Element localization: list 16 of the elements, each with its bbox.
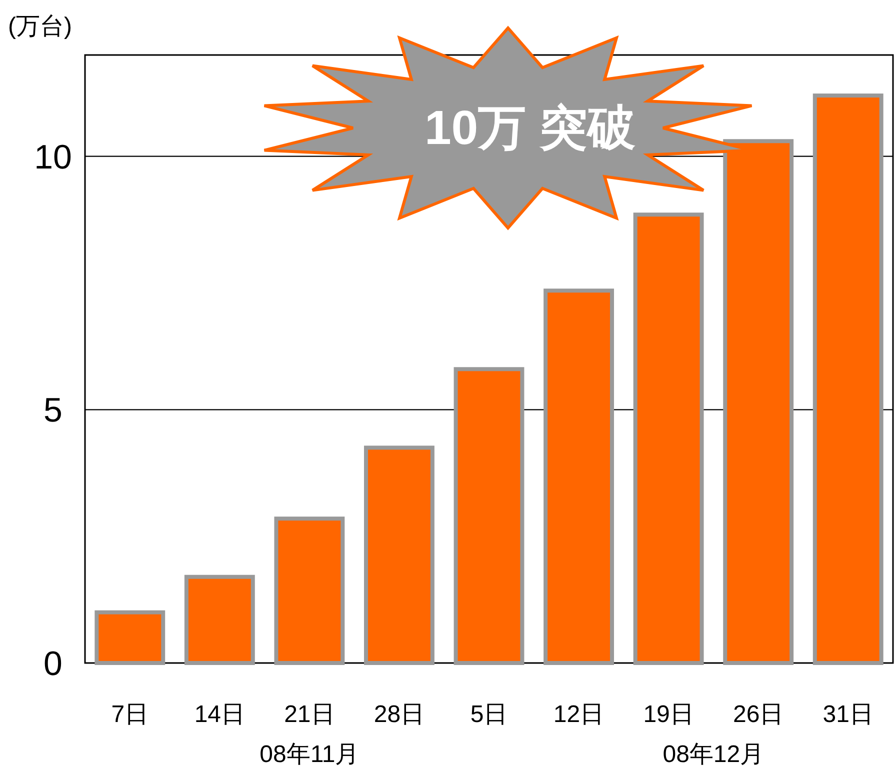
y-tick-label: 10 (34, 138, 72, 176)
x-tick-label: 28日 (374, 701, 425, 728)
y-axis-title: (万台) (8, 13, 72, 40)
x-tick-label: 26日 (732, 701, 784, 728)
x-tick-label: 14日 (194, 701, 246, 728)
text: 08年11月 (260, 741, 360, 768)
annotation: 10万 突破 (424, 102, 636, 155)
y-tick-label: 0 (44, 645, 62, 683)
x-tick-label: 21日 (284, 701, 335, 728)
x-tick-label: 7日 (111, 701, 149, 728)
x-tick-label: 12日 (553, 701, 604, 728)
x-tick-label: 5日 (470, 701, 508, 728)
text: 08年12月 (662, 741, 764, 768)
x-tick-label: 19日 (643, 701, 694, 728)
y-tick-label: 5 (44, 392, 62, 430)
x-tick-label: 31日 (822, 701, 874, 728)
